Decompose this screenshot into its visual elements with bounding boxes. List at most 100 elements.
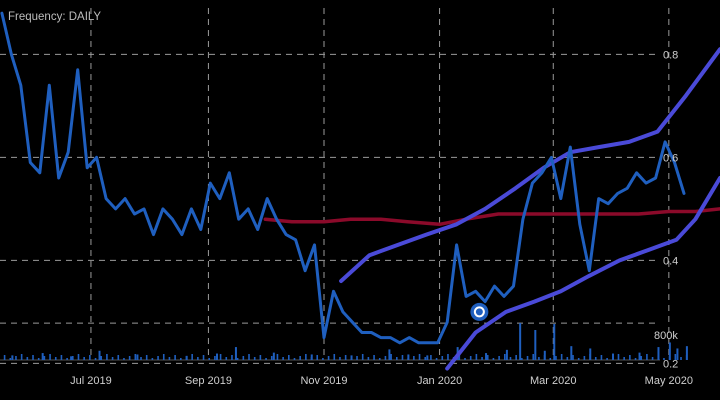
y-tick-label: 0.6 [663, 152, 678, 164]
volume-bar [418, 354, 421, 360]
volume-bar [390, 354, 392, 360]
volume-bar [145, 355, 148, 360]
volume-bar [464, 358, 466, 360]
event-marker-circle [470, 302, 489, 321]
volume-bars [3, 323, 688, 360]
volume-bar [265, 358, 267, 360]
volume-bar [72, 356, 74, 360]
volume-bar [191, 354, 193, 360]
volume-bar [485, 353, 488, 360]
volume-bar [634, 358, 637, 360]
volume-bar [197, 357, 199, 360]
volume-bar [566, 357, 569, 360]
volume-bar [435, 358, 438, 360]
volume-bar [407, 354, 410, 360]
volume-bar [505, 349, 508, 360]
volume-bar [208, 358, 211, 360]
volume-bar [41, 353, 44, 360]
volume-bar [180, 358, 182, 360]
volume-bar [606, 358, 608, 360]
volume-bar [413, 356, 415, 360]
volume-bar [504, 354, 506, 360]
volume-bar [424, 357, 427, 360]
volume-bar [151, 358, 154, 360]
volume-bar [15, 356, 17, 360]
y-tick-label: 0.8 [663, 49, 678, 61]
volume-bar [676, 348, 679, 360]
volume-bar [234, 347, 237, 360]
volume-bar [66, 358, 68, 360]
volume-bar [570, 346, 573, 360]
volume-bar [98, 350, 101, 360]
volume-bar [521, 358, 523, 360]
volume-bar [361, 354, 364, 360]
series-lines [0, 11, 720, 371]
volume-bar [600, 355, 603, 360]
volume-bar [612, 353, 614, 360]
volume-bar [94, 358, 97, 360]
upper-band-line [339, 47, 720, 283]
volume-bar [617, 354, 620, 360]
volume-bar [333, 354, 336, 360]
volume-bar [83, 357, 85, 360]
x-tick-label: Mar 2020 [530, 375, 576, 387]
event-marker[interactable] [470, 302, 489, 321]
volume-bar [396, 357, 398, 360]
volume-bar [515, 355, 517, 360]
volume-bar [202, 355, 205, 360]
volume-bar [128, 356, 131, 360]
volume-bar [498, 356, 500, 360]
volume-bar [663, 358, 665, 360]
volume-bar [441, 356, 444, 360]
volume-bar [305, 354, 307, 360]
volume-bar [486, 355, 489, 360]
volume-bar [70, 356, 73, 360]
volume-bar [49, 354, 51, 360]
volume-bar [519, 323, 522, 360]
volume-bar [288, 355, 290, 360]
x-tick-label: Jul 2019 [70, 375, 112, 387]
volume-bar [299, 356, 301, 360]
x-tick-label: Jan 2020 [417, 375, 462, 387]
volume-bar [293, 358, 296, 360]
y-tick-label: 0.2 [663, 358, 678, 370]
volume-bar [282, 357, 284, 360]
volume-bar [231, 355, 233, 360]
volume-bar [549, 358, 552, 360]
volume-bar [651, 357, 654, 360]
volume-bar [426, 355, 429, 360]
volume-bar [640, 356, 643, 360]
volume-bar [140, 357, 142, 360]
volume-bar [136, 354, 139, 360]
volume-bar [11, 355, 14, 360]
volume-bar [646, 354, 648, 360]
volume-bar [100, 356, 103, 360]
event-marker-ring [473, 306, 485, 318]
volume-bar [242, 356, 245, 360]
volume-bar [469, 356, 472, 360]
grid [0, 8, 670, 364]
x-axis-labels: Jul 2019 Sep 2019 Nov 2019 Jan 2020 Mar 2020… [70, 375, 693, 387]
volume-bar [134, 354, 137, 360]
volume-bar [77, 354, 80, 360]
volume-bar [26, 357, 29, 360]
volume-bar [475, 354, 478, 360]
volume-bar [270, 356, 273, 360]
volume-bar [629, 355, 631, 360]
volume-bar [553, 324, 556, 360]
volume-bar [54, 357, 57, 360]
volume-bar [534, 330, 537, 360]
volume-bar [236, 358, 239, 360]
volume-bar [37, 358, 40, 360]
volume-bar [538, 357, 540, 360]
volume-bar [401, 355, 404, 360]
volume-bar [532, 354, 535, 360]
volume-bar [32, 355, 34, 360]
volume-bar [272, 352, 275, 360]
frequency-label: Frequency: DAILY [8, 11, 101, 23]
volume-bar [674, 354, 677, 360]
volume-bar [350, 355, 353, 360]
volume-bar [162, 354, 165, 360]
x-tick-label: May 2020 [645, 375, 693, 387]
